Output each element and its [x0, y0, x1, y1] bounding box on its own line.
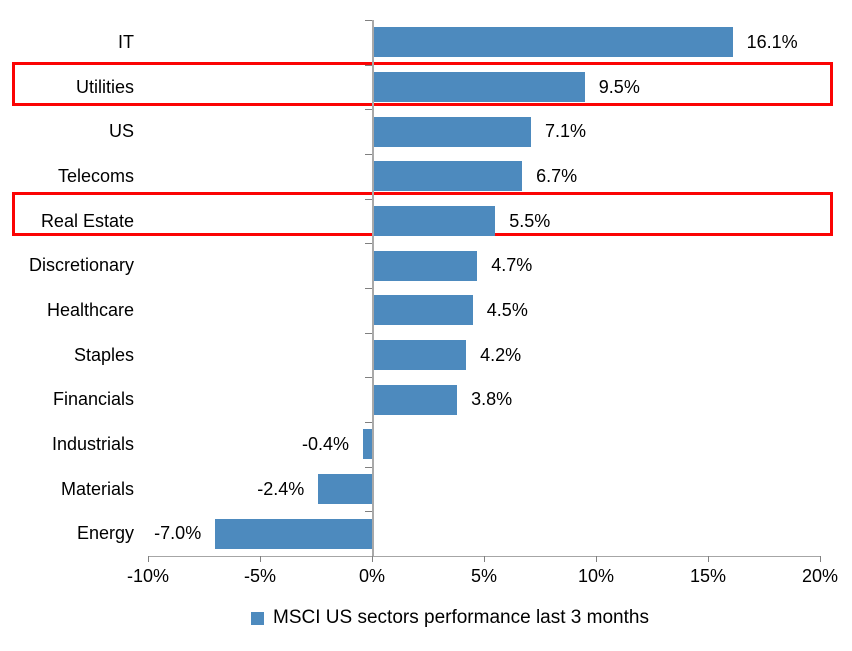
- value-label: 4.5%: [486, 300, 528, 320]
- bar: [372, 295, 473, 326]
- category-boundary-tick: [365, 109, 372, 111]
- category-label: Healthcare: [46, 300, 134, 320]
- highlight-box: [12, 61, 833, 106]
- category-label: Utilities: [75, 76, 134, 97]
- x-axis-tick-label: 15%: [689, 566, 727, 586]
- value-label: 7.1%: [545, 121, 587, 142]
- bar: [372, 384, 458, 415]
- category-boundary-tick: [365, 466, 372, 468]
- x-axis-tick-label: -10%: [126, 566, 170, 586]
- x-axis-tick: [820, 556, 821, 562]
- category-boundary-tick: [365, 422, 372, 423]
- x-axis-tick: [708, 556, 709, 562]
- x-axis-tick-label: 10%: [577, 566, 615, 586]
- value-label: 4.7%: [491, 255, 533, 276]
- bar: [318, 474, 372, 504]
- bar: [215, 518, 372, 549]
- category-boundary-tick: [365, 511, 372, 513]
- bar: [372, 116, 532, 147]
- bar: [372, 161, 523, 192]
- category-label: Telecoms: [57, 166, 134, 186]
- category-boundary-tick: [365, 332, 372, 334]
- category-boundary-tick: [365, 198, 372, 200]
- category-label: Energy: [76, 523, 134, 544]
- bar: [363, 429, 372, 460]
- category-boundary-tick: [365, 243, 372, 245]
- category-label: Materials: [60, 478, 134, 499]
- value-label: 16.1%: [746, 32, 798, 52]
- bar: [372, 250, 478, 281]
- category-boundary-tick: [365, 377, 372, 379]
- legend-label: MSCI US sectors performance last 3 month…: [273, 607, 649, 628]
- bar: [372, 206, 496, 236]
- category-label: Discretionary: [28, 255, 134, 276]
- x-axis-tick-label: 0%: [358, 566, 385, 586]
- value-label: -2.4%: [257, 478, 305, 499]
- x-axis-tick-label: 20%: [801, 566, 839, 586]
- value-label: 9.5%: [598, 76, 640, 97]
- value-label: 3.8%: [471, 389, 513, 410]
- category-boundary-tick: [365, 64, 372, 66]
- category-label: Financials: [52, 389, 134, 410]
- legend-color-swatch-icon: [251, 611, 265, 625]
- x-axis-tick: [148, 556, 149, 562]
- category-label: Industrials: [51, 434, 134, 454]
- value-label: -0.4%: [302, 434, 350, 454]
- bar: [372, 340, 467, 370]
- x-axis-tick: [484, 556, 485, 562]
- bar: [372, 27, 733, 58]
- value-label: 5.5%: [509, 210, 551, 231]
- category-boundary-tick: [365, 20, 372, 21]
- zero-axis-line: [372, 20, 374, 556]
- category-boundary-tick: [365, 288, 372, 289]
- category-label: Real Estate: [40, 210, 134, 231]
- x-axis-tick: [260, 556, 261, 562]
- category-label: IT: [118, 32, 134, 52]
- category-label: US: [108, 121, 134, 142]
- legend: MSCI US sectors performance last 3 month…: [0, 607, 852, 629]
- category-label: Staples: [73, 344, 134, 365]
- bar: [372, 72, 585, 102]
- legend-entry: MSCI US sectors performance last 3 month…: [251, 607, 649, 629]
- value-label: 6.7%: [536, 166, 578, 186]
- x-axis-tick: [596, 556, 597, 562]
- x-axis-tick-label: -5%: [243, 566, 276, 586]
- value-label: -7.0%: [154, 523, 202, 544]
- value-label: 4.2%: [480, 344, 522, 365]
- x-axis-tick-label: 5%: [470, 566, 497, 586]
- x-axis-tick: [372, 556, 373, 562]
- category-boundary-tick: [365, 154, 372, 155]
